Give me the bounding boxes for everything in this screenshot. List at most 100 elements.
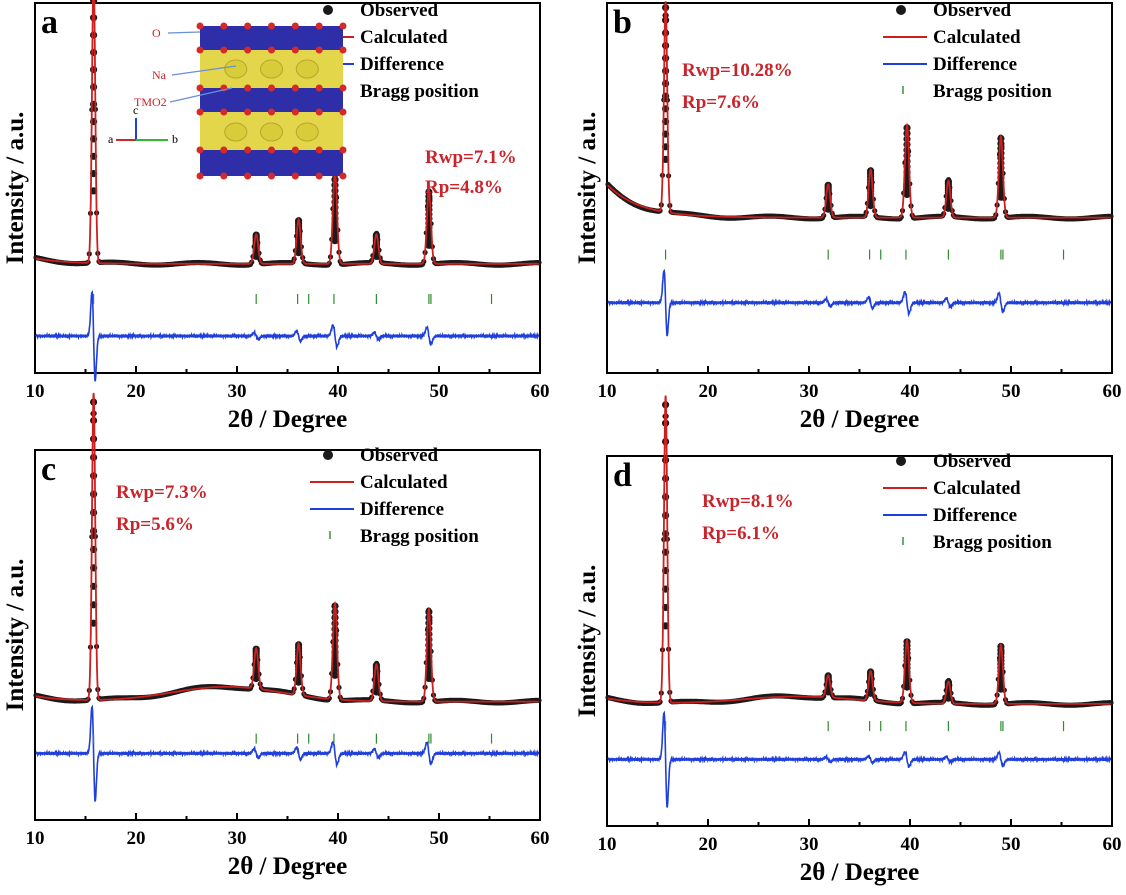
observed-point: [903, 179, 911, 187]
y-axis-label: Intensity / a.u.: [574, 112, 601, 265]
na-atom: [260, 122, 283, 142]
oxygen-atom: [339, 84, 347, 92]
legend-calculated-label: Calculated: [933, 27, 1021, 48]
bragg-positions: [92, 733, 493, 744]
panel-b: 10 20 30 40 50 60 2θ / Degree Intensity / a.u. b…: [574, 0, 1122, 433]
plot-frame: [606, 455, 1113, 827]
y-axis-label: Intensity / a.u.: [2, 559, 29, 712]
inset-label-na: Na: [152, 68, 167, 82]
oxygen-atom: [196, 84, 204, 92]
axis-c-label: c: [133, 103, 138, 117]
observed-point: [90, 83, 98, 91]
panel-c: 10 20 30 40 50 60 2θ / Degree Intensity / a.u. c…: [2, 392, 550, 880]
x-tick-label: 60: [531, 381, 550, 402]
oxygen-atom: [315, 108, 323, 116]
oxygen-atom: [196, 108, 204, 116]
legend-calculated-label: Calculated: [360, 27, 448, 48]
x-tick-label: 20: [699, 381, 718, 402]
observed-point: [331, 237, 339, 245]
oxygen-atom: [315, 146, 323, 154]
observed-point: [90, 508, 98, 517]
x-tick-label: 30: [800, 381, 819, 402]
crystal-structure-inset: O Na TMO2 a b c: [108, 22, 347, 180]
observed-point: [662, 493, 670, 501]
oxygen-atom: [339, 172, 347, 180]
rp-value: Rp=4.8%: [425, 177, 503, 198]
legend-observed-marker: [896, 456, 906, 466]
x-tick-label: 20: [127, 381, 146, 402]
axis-a-label: a: [108, 132, 114, 146]
x-tick-label: 40: [901, 381, 920, 402]
bragg-positions: [92, 294, 493, 304]
oxygen-atom: [291, 84, 299, 92]
panel-letter: b: [613, 4, 632, 41]
observed-point: [331, 226, 339, 234]
x-tick-label: 30: [800, 834, 819, 855]
panel-letter: c: [41, 451, 56, 488]
oxygen-atom: [339, 146, 347, 154]
legend-observed-label: Observed: [360, 445, 439, 466]
legend-difference-label: Difference: [933, 505, 1017, 526]
axis-b-label: b: [172, 132, 178, 146]
oxygen-atom: [315, 22, 323, 30]
x-tick-label: 10: [598, 834, 617, 855]
legend-bragg-label: Bragg position: [933, 81, 1052, 102]
oxygen-atom: [268, 46, 275, 54]
oxygen-atom: [339, 108, 347, 116]
x-tick-label: 50: [1002, 834, 1021, 855]
observed-point: [331, 665, 339, 674]
x-axis-label: 2θ / Degree: [228, 853, 347, 880]
oxygen-atom: [268, 22, 275, 30]
oxygen-atom: [291, 172, 299, 180]
na-atom: [295, 59, 319, 79]
observed-point: [331, 660, 339, 668]
legend-bragg-label: Bragg position: [360, 81, 479, 102]
panel-a: 10 20 30 40 50 60 2θ / Degree Intensity / a.u. a…: [2, 0, 550, 433]
tmo2-layer-top: [200, 26, 343, 50]
observed-points: [33, 398, 542, 706]
oxygen-atom: [315, 84, 323, 92]
rwp-value: Rwp=7.1%: [425, 147, 517, 168]
calculated-curve: [607, 1, 1111, 219]
observed-point: [662, 67, 670, 75]
x-tick-label: 50: [430, 381, 449, 402]
plot-frame: [606, 2, 1113, 374]
inset-label-o: O: [152, 26, 161, 40]
x-tick-label: 10: [26, 828, 45, 849]
x-tick-label: 40: [329, 828, 348, 849]
observed-point: [90, 490, 98, 498]
panel-letter: d: [613, 457, 632, 494]
x-tick-label: 60: [1103, 834, 1122, 855]
oxygen-atom: [196, 46, 204, 54]
observed-point: [662, 456, 670, 464]
x-axis-label: 2θ / Degree: [800, 859, 919, 886]
na-atom: [224, 59, 248, 79]
oxygen-atom: [339, 46, 347, 54]
difference-curve: [35, 704, 540, 802]
observed-point: [662, 42, 670, 50]
legend-observed-label: Observed: [360, 0, 439, 21]
legend-observed-marker: [896, 5, 906, 15]
oxygen-atom: [196, 22, 204, 30]
oxygen-atom: [268, 108, 275, 116]
observed-point: [331, 671, 339, 679]
panel-d: 10 20 30 40 50 60 2θ / Degree Intensity / a.u. d…: [574, 395, 1122, 886]
observed-point: [331, 231, 339, 239]
oxygen-atom: [268, 146, 275, 154]
x-axis-label: 2θ / Degree: [228, 406, 347, 433]
difference-curve: [607, 268, 1112, 337]
observed-point: [903, 185, 911, 193]
calculated-curve: [35, 392, 539, 703]
oxygen-atom: [196, 172, 204, 180]
observed-point: [90, 472, 98, 480]
observed-point: [425, 663, 433, 672]
x-tick-label: 10: [598, 381, 617, 402]
oxygen-atom: [268, 172, 275, 180]
rp-value: Rp=7.6%: [682, 92, 760, 113]
rwp-value: Rwp=8.1%: [702, 491, 794, 512]
x-tick-label: 10: [26, 381, 45, 402]
plot-frame: [34, 449, 541, 821]
rp-value: Rp=6.1%: [702, 523, 780, 544]
legend: Observed Calculated Difference Bragg positi…: [310, 445, 479, 547]
